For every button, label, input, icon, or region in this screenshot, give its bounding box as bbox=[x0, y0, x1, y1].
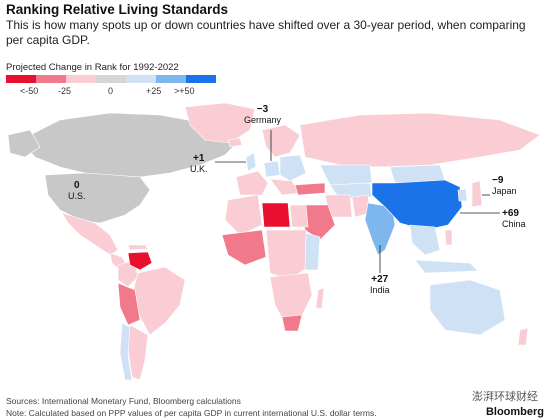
central-africa bbox=[265, 229, 311, 281]
brazil bbox=[131, 266, 186, 336]
philippines bbox=[444, 229, 453, 246]
legend-swatch bbox=[6, 75, 36, 83]
southern-africa bbox=[269, 272, 313, 324]
legend-swatch bbox=[186, 75, 216, 83]
australia bbox=[429, 279, 506, 336]
label-us-name: U.S. bbox=[68, 191, 86, 201]
turkey bbox=[294, 182, 326, 196]
label-japan: −9 Japan bbox=[492, 175, 517, 197]
label-china-value: +69 bbox=[502, 208, 519, 219]
label-japan-value: −9 bbox=[492, 175, 504, 186]
chart-subtitle: This is how many spots up or down countr… bbox=[6, 18, 526, 47]
morocco-algeria bbox=[224, 194, 263, 236]
eastern-europe bbox=[279, 154, 307, 182]
caribbean bbox=[127, 244, 149, 251]
uk bbox=[245, 152, 257, 172]
russia bbox=[299, 112, 541, 168]
label-india: +27 India bbox=[370, 274, 390, 296]
japan bbox=[471, 180, 483, 208]
watermark-text: 澎湃环球财经 bbox=[472, 391, 538, 403]
france-spain bbox=[235, 170, 269, 196]
legend-tick: 0 bbox=[108, 86, 114, 96]
kazakhstan bbox=[319, 164, 373, 186]
iceland bbox=[227, 137, 243, 148]
southeast-asia bbox=[409, 224, 441, 256]
legend-tick: +25 bbox=[146, 86, 162, 96]
alaska bbox=[7, 129, 41, 158]
legend-title: Projected Change in Rank for 1992-2022 bbox=[6, 62, 179, 73]
chart-title: Ranking Relative Living Standards bbox=[6, 2, 229, 17]
legend-swatch bbox=[126, 75, 156, 83]
united-states bbox=[44, 172, 151, 224]
legend-tick: <-50 bbox=[20, 86, 39, 96]
label-india-name: India bbox=[370, 285, 390, 295]
mexico bbox=[61, 212, 119, 256]
legend-swatch bbox=[66, 75, 96, 83]
peru-bolivia bbox=[117, 282, 141, 326]
label-us-value: 0 bbox=[73, 180, 80, 191]
label-uk-value: +1 bbox=[193, 153, 205, 164]
legend-ticks: <-50 -25 0 +25 >+50 bbox=[6, 86, 216, 98]
west-africa bbox=[221, 229, 267, 266]
label-uk: +1 U.K. bbox=[190, 153, 208, 175]
label-uk-name: U.K. bbox=[190, 164, 208, 174]
korea bbox=[457, 188, 468, 202]
label-japan-name: Japan bbox=[492, 186, 517, 196]
canada bbox=[19, 112, 241, 178]
label-china: +69 China bbox=[502, 208, 526, 230]
label-china-name: China bbox=[502, 219, 526, 229]
scandinavia bbox=[261, 124, 301, 158]
argentina bbox=[127, 324, 149, 381]
label-india-value: +27 bbox=[371, 274, 389, 285]
greenland bbox=[184, 102, 256, 144]
legend-bar bbox=[6, 75, 216, 83]
libya bbox=[261, 202, 291, 228]
egypt bbox=[289, 204, 309, 228]
madagascar bbox=[315, 287, 325, 309]
bloomberg-logo: Bloomberg bbox=[485, 406, 544, 418]
label-germany-value: −3 bbox=[256, 104, 269, 115]
east-africa bbox=[304, 232, 321, 271]
legend-swatch bbox=[36, 75, 66, 83]
germany bbox=[263, 160, 281, 178]
label-us: 0 U.S. bbox=[68, 180, 86, 202]
china bbox=[371, 179, 463, 231]
source-text: Sources: International Monetary Fund, Bl… bbox=[6, 396, 241, 406]
legend-tick: >+50 bbox=[174, 86, 195, 96]
venezuela bbox=[127, 251, 153, 271]
label-germany: −3 Germany bbox=[244, 104, 282, 126]
label-germany-name: Germany bbox=[244, 115, 282, 125]
chile bbox=[119, 322, 133, 381]
legend-swatch bbox=[96, 75, 126, 83]
world-map bbox=[7, 102, 541, 381]
legend-swatch bbox=[156, 75, 186, 83]
new-zealand bbox=[517, 327, 529, 346]
south-africa bbox=[281, 314, 303, 332]
legend-tick: -25 bbox=[58, 86, 72, 96]
note-text: Note: Calculated based on PPP values of … bbox=[6, 408, 377, 418]
indonesia bbox=[414, 259, 479, 274]
